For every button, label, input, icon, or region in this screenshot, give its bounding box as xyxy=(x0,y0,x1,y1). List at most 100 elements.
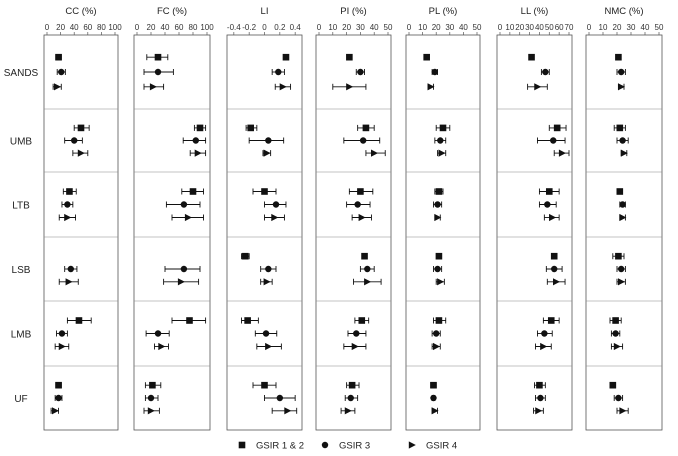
legend: GSIR 1 & 2 GSIR 3 GSIR 4 xyxy=(238,441,457,452)
data-point xyxy=(434,213,442,222)
data-point xyxy=(434,201,441,208)
data-point xyxy=(71,137,78,144)
data-point xyxy=(612,330,619,337)
tick-label: 70 xyxy=(565,23,574,32)
tick-label: 10 xyxy=(599,23,608,32)
tick-label: 10 xyxy=(505,23,514,32)
data-point xyxy=(618,278,625,286)
data-point xyxy=(536,381,543,389)
data-point xyxy=(271,213,279,222)
panel-0: CC (%) 0 20 40 60 80 100 xyxy=(43,6,122,431)
tick-label: 0 xyxy=(407,23,412,32)
data-point xyxy=(58,68,65,76)
data-point xyxy=(558,149,566,157)
tick-label: 50 xyxy=(545,23,554,32)
data-point xyxy=(616,124,624,132)
data-point xyxy=(186,317,193,324)
data-point xyxy=(551,265,558,273)
data-point xyxy=(242,252,249,260)
tick-label: 20 xyxy=(342,23,351,32)
panel-frame xyxy=(43,34,119,431)
data-point xyxy=(154,330,162,337)
tick-label: 0 xyxy=(262,23,267,32)
data-point xyxy=(439,124,447,132)
data-point xyxy=(265,137,272,144)
data-point xyxy=(262,330,270,337)
data-point xyxy=(619,137,626,144)
tick-label: 30 xyxy=(525,23,534,32)
data-point xyxy=(423,53,430,61)
data-point xyxy=(284,407,292,415)
panel-frame xyxy=(585,34,663,431)
tick-label: 100 xyxy=(108,23,122,32)
data-point xyxy=(361,252,368,260)
data-point xyxy=(348,381,356,389)
data-point xyxy=(354,201,361,208)
tick-label: 20 xyxy=(613,23,622,32)
row-label: LTB xyxy=(12,201,30,212)
tick-label: 10 xyxy=(328,23,337,32)
data-point xyxy=(364,265,371,273)
tick-label: 0 xyxy=(45,23,50,32)
data-point xyxy=(364,278,372,286)
legend-label: GSIR 3 xyxy=(339,441,370,452)
data-point xyxy=(615,252,622,260)
data-point xyxy=(541,330,548,337)
tick-label: 20 xyxy=(56,23,65,32)
tick-label: 0.2 xyxy=(274,23,286,32)
data-point xyxy=(435,252,443,260)
data-point xyxy=(431,407,439,415)
tick-label: 0 xyxy=(498,23,503,32)
panel-3: PI (%) 0 10 20 30 40 50 xyxy=(315,6,393,431)
data-point xyxy=(618,265,625,273)
data-point xyxy=(619,201,626,208)
data-point xyxy=(180,201,188,208)
data-point xyxy=(154,53,162,61)
data-point xyxy=(535,407,543,415)
panel-5: LL (%) 0 10 20 30 40 50 60 70 xyxy=(496,6,574,431)
legend-label: GSIR 4 xyxy=(426,441,457,452)
data-point xyxy=(553,124,561,132)
data-point xyxy=(550,252,558,260)
data-point xyxy=(433,330,440,337)
data-point xyxy=(537,394,544,402)
data-point xyxy=(430,394,437,402)
data-point xyxy=(357,68,364,76)
legend-label: GSIR 1 & 2 xyxy=(256,441,304,452)
data-point xyxy=(189,188,197,195)
tick-label: 50 xyxy=(655,23,664,32)
data-point xyxy=(358,213,366,222)
panel-title: LI xyxy=(261,6,269,17)
tick-label: 20 xyxy=(432,23,441,32)
tick-label: 10 xyxy=(418,23,427,32)
panel-2: LI -0.4 -0.2 0 0.2 0.4 xyxy=(226,6,303,431)
data-point xyxy=(261,188,268,195)
data-point xyxy=(149,83,157,91)
data-point xyxy=(434,265,441,273)
data-point xyxy=(353,330,360,337)
panel-title: PI (%) xyxy=(340,6,366,17)
tick-label: 0 xyxy=(135,23,140,32)
data-point xyxy=(437,137,444,144)
data-point xyxy=(194,149,202,157)
data-point xyxy=(618,83,625,91)
data-point xyxy=(358,317,366,324)
data-point xyxy=(550,137,557,144)
data-point xyxy=(158,342,166,351)
data-point xyxy=(55,381,62,389)
data-point xyxy=(549,213,557,222)
panel-frame xyxy=(133,34,211,431)
data-point xyxy=(51,407,59,415)
data-point xyxy=(184,213,192,222)
data-point xyxy=(619,407,627,415)
data-point xyxy=(180,265,188,273)
data-point xyxy=(154,68,162,76)
data-point xyxy=(272,201,280,208)
tick-label: 0 xyxy=(587,23,592,32)
data-point xyxy=(620,149,628,157)
data-point xyxy=(261,381,268,389)
data-point xyxy=(55,394,62,402)
panel-title: NMC (%) xyxy=(604,6,643,17)
data-point xyxy=(435,188,443,195)
